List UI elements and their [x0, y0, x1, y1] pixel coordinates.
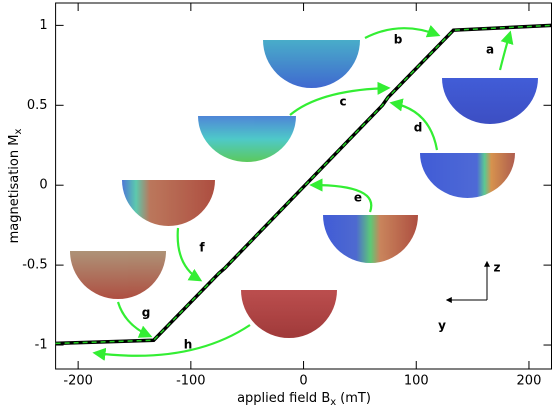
- y-tick-label: -1: [35, 338, 48, 353]
- y-tick-label: 0: [39, 178, 47, 193]
- x-label-unit: (mT): [340, 391, 371, 406]
- axes-inset: [445, 260, 490, 303]
- annotation: g: [142, 306, 151, 320]
- axis-indicator: z: [494, 261, 501, 275]
- annotation: b: [394, 33, 403, 47]
- y-tick-label: 1: [39, 18, 47, 33]
- x-tick-label: -100: [176, 374, 206, 389]
- y-tick-label: 0.5: [27, 98, 48, 113]
- axis-indicator: y: [438, 319, 446, 333]
- x-axis-title: applied field Bx (mT): [237, 391, 371, 409]
- x-tick-label: 0: [299, 374, 307, 389]
- annotation: d: [414, 121, 423, 135]
- y-axis-title: magnetisation Mx: [7, 129, 25, 244]
- curve-dashed: [55, 24, 552, 345]
- x-tick-label: -200: [63, 374, 93, 389]
- snapshots: [70, 40, 538, 338]
- y-label: magnetisation M: [7, 135, 22, 244]
- x-tick-label: 200: [517, 374, 542, 389]
- x-label-sub: x: [330, 397, 336, 408]
- y-tick-label: -0.5: [22, 258, 47, 273]
- x-tick-label: 100: [404, 374, 429, 389]
- annotation: c: [339, 95, 346, 109]
- annotation: f: [199, 241, 205, 255]
- x-label: applied field B: [237, 391, 330, 406]
- y-label-sub: x: [13, 129, 24, 135]
- annotation: h: [184, 338, 193, 352]
- annotation: e: [354, 191, 362, 205]
- arrows: [92, 24, 514, 361]
- annotation: a: [486, 43, 494, 57]
